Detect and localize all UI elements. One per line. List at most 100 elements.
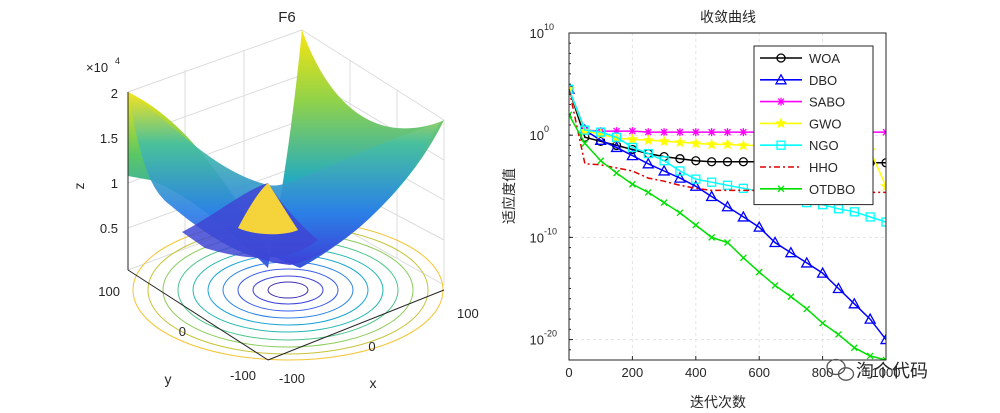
x-axis-label: x bbox=[370, 375, 377, 391]
series-point-otdbo bbox=[771, 281, 779, 289]
legend-box bbox=[753, 45, 874, 206]
series-point-otdbo bbox=[850, 344, 858, 352]
surface-mesh bbox=[128, 30, 444, 268]
x-tick-label: 1000 bbox=[872, 365, 901, 380]
series-point-sabo bbox=[660, 128, 669, 137]
surface-title: F6 bbox=[278, 9, 296, 26]
series-point-ngo bbox=[569, 84, 574, 94]
series-point-otdbo bbox=[834, 330, 842, 338]
legend-marker bbox=[777, 97, 785, 106]
series-point-dbo bbox=[784, 246, 798, 258]
series-point-ngo bbox=[849, 207, 859, 217]
series-point-sabo bbox=[723, 128, 732, 137]
x-tick-label: 400 bbox=[685, 365, 707, 380]
y-tick-base: 10 bbox=[530, 128, 544, 143]
legend-marker bbox=[776, 53, 786, 63]
wechat-icon bbox=[826, 358, 855, 381]
series-point-dbo bbox=[879, 333, 886, 345]
series-point-otdbo bbox=[692, 221, 700, 229]
y-tick-0: 0 bbox=[179, 324, 186, 339]
series-point-dbo bbox=[800, 256, 813, 268]
legend-label: OTDBO bbox=[809, 182, 855, 197]
z-tick-1.5: 1.5 bbox=[100, 131, 118, 146]
series-line-ngo bbox=[569, 88, 886, 223]
y-axis-label: y bbox=[165, 371, 172, 387]
series-point-sabo bbox=[644, 128, 653, 137]
series-point-ngo bbox=[643, 148, 653, 159]
series-point-otdbo bbox=[739, 254, 747, 262]
series-point-otdbo bbox=[676, 209, 684, 217]
series-point-woa bbox=[691, 156, 701, 166]
series-point-gwo bbox=[880, 180, 886, 192]
series-point-ngo bbox=[722, 180, 733, 190]
y-tick-exponent: -20 bbox=[544, 329, 557, 339]
series-point-gwo bbox=[705, 138, 718, 150]
y-tick-exponent: -10 bbox=[544, 226, 557, 236]
z-exponent-label: ×10 bbox=[86, 60, 108, 75]
surface-floor-box bbox=[127, 269, 445, 361]
legend-entry-woa: WOA bbox=[760, 51, 840, 66]
series-point-ngo bbox=[580, 125, 590, 135]
legend-entry-sabo: SABO bbox=[760, 95, 845, 110]
series-point-gwo bbox=[737, 139, 750, 151]
series-point-gwo bbox=[626, 133, 639, 145]
legend-marker bbox=[775, 117, 787, 129]
series-otdbo bbox=[569, 111, 886, 360]
series-point-woa bbox=[675, 154, 685, 164]
series-point-ngo bbox=[881, 217, 886, 227]
y-tick-exponent: 0 bbox=[544, 124, 549, 134]
series-point-ngo bbox=[707, 177, 717, 187]
series-point-otdbo bbox=[628, 180, 636, 188]
series-point-sabo bbox=[675, 128, 684, 137]
series-point-dbo bbox=[848, 297, 861, 309]
series-point-dbo bbox=[864, 312, 877, 324]
series-point-dbo bbox=[626, 149, 639, 161]
series-point-ngo bbox=[675, 166, 685, 176]
legend-label: NGO bbox=[809, 138, 839, 153]
x-tick--100: -100 bbox=[279, 371, 305, 386]
x-tick-label: 800 bbox=[812, 365, 834, 380]
series-point-otdbo bbox=[597, 157, 605, 165]
legend-entry-otdbo: OTDBO bbox=[760, 182, 855, 197]
series-point-dbo bbox=[705, 190, 718, 202]
z-exponent-power: 4 bbox=[115, 56, 120, 66]
series-point-ngo bbox=[659, 156, 669, 166]
series-point-ngo bbox=[738, 183, 748, 193]
series-line-dbo bbox=[569, 88, 886, 341]
z-axis: ×10 4 2 1.5 1 0.5 z bbox=[71, 56, 129, 270]
series-point-ngo bbox=[691, 174, 701, 184]
convergence-ylabel: 适应度值 bbox=[501, 168, 518, 224]
legend-marker bbox=[777, 185, 785, 193]
convergence-title: 收敛曲线 bbox=[700, 10, 756, 26]
series-point-gwo bbox=[721, 138, 734, 150]
legend-entry-gwo: GWO bbox=[760, 116, 842, 131]
series-point-dbo bbox=[657, 164, 671, 176]
legend-label: DBO bbox=[809, 73, 837, 88]
series-point-gwo bbox=[658, 135, 670, 147]
series-line-hho bbox=[569, 89, 886, 194]
surface-plot: F6 bbox=[71, 9, 479, 391]
watermark-text: 淘个代码 bbox=[856, 361, 928, 382]
series-point-sabo bbox=[739, 128, 748, 137]
y-tick-base: 10 bbox=[530, 26, 544, 41]
series-point-gwo bbox=[689, 137, 702, 149]
series-point-sabo bbox=[628, 127, 637, 136]
x-tick-label: 600 bbox=[748, 365, 770, 380]
z-axis-label: z bbox=[71, 183, 87, 190]
series-point-dbo bbox=[721, 200, 734, 212]
series-point-ngo bbox=[627, 142, 638, 153]
legend-marker bbox=[774, 73, 788, 85]
series-point-ngo bbox=[611, 132, 622, 142]
y-tick-100: 100 bbox=[98, 284, 120, 299]
series-point-otdbo bbox=[803, 305, 811, 313]
x-tick-100: 100 bbox=[457, 306, 479, 321]
series-point-sabo bbox=[691, 128, 700, 137]
legend-label: WOA bbox=[809, 51, 840, 66]
series-point-otdbo bbox=[724, 239, 731, 246]
series-point-otdbo bbox=[819, 319, 827, 327]
y-tick--100: -100 bbox=[230, 368, 256, 383]
series-point-woa bbox=[707, 157, 717, 167]
series-hho bbox=[569, 89, 886, 194]
